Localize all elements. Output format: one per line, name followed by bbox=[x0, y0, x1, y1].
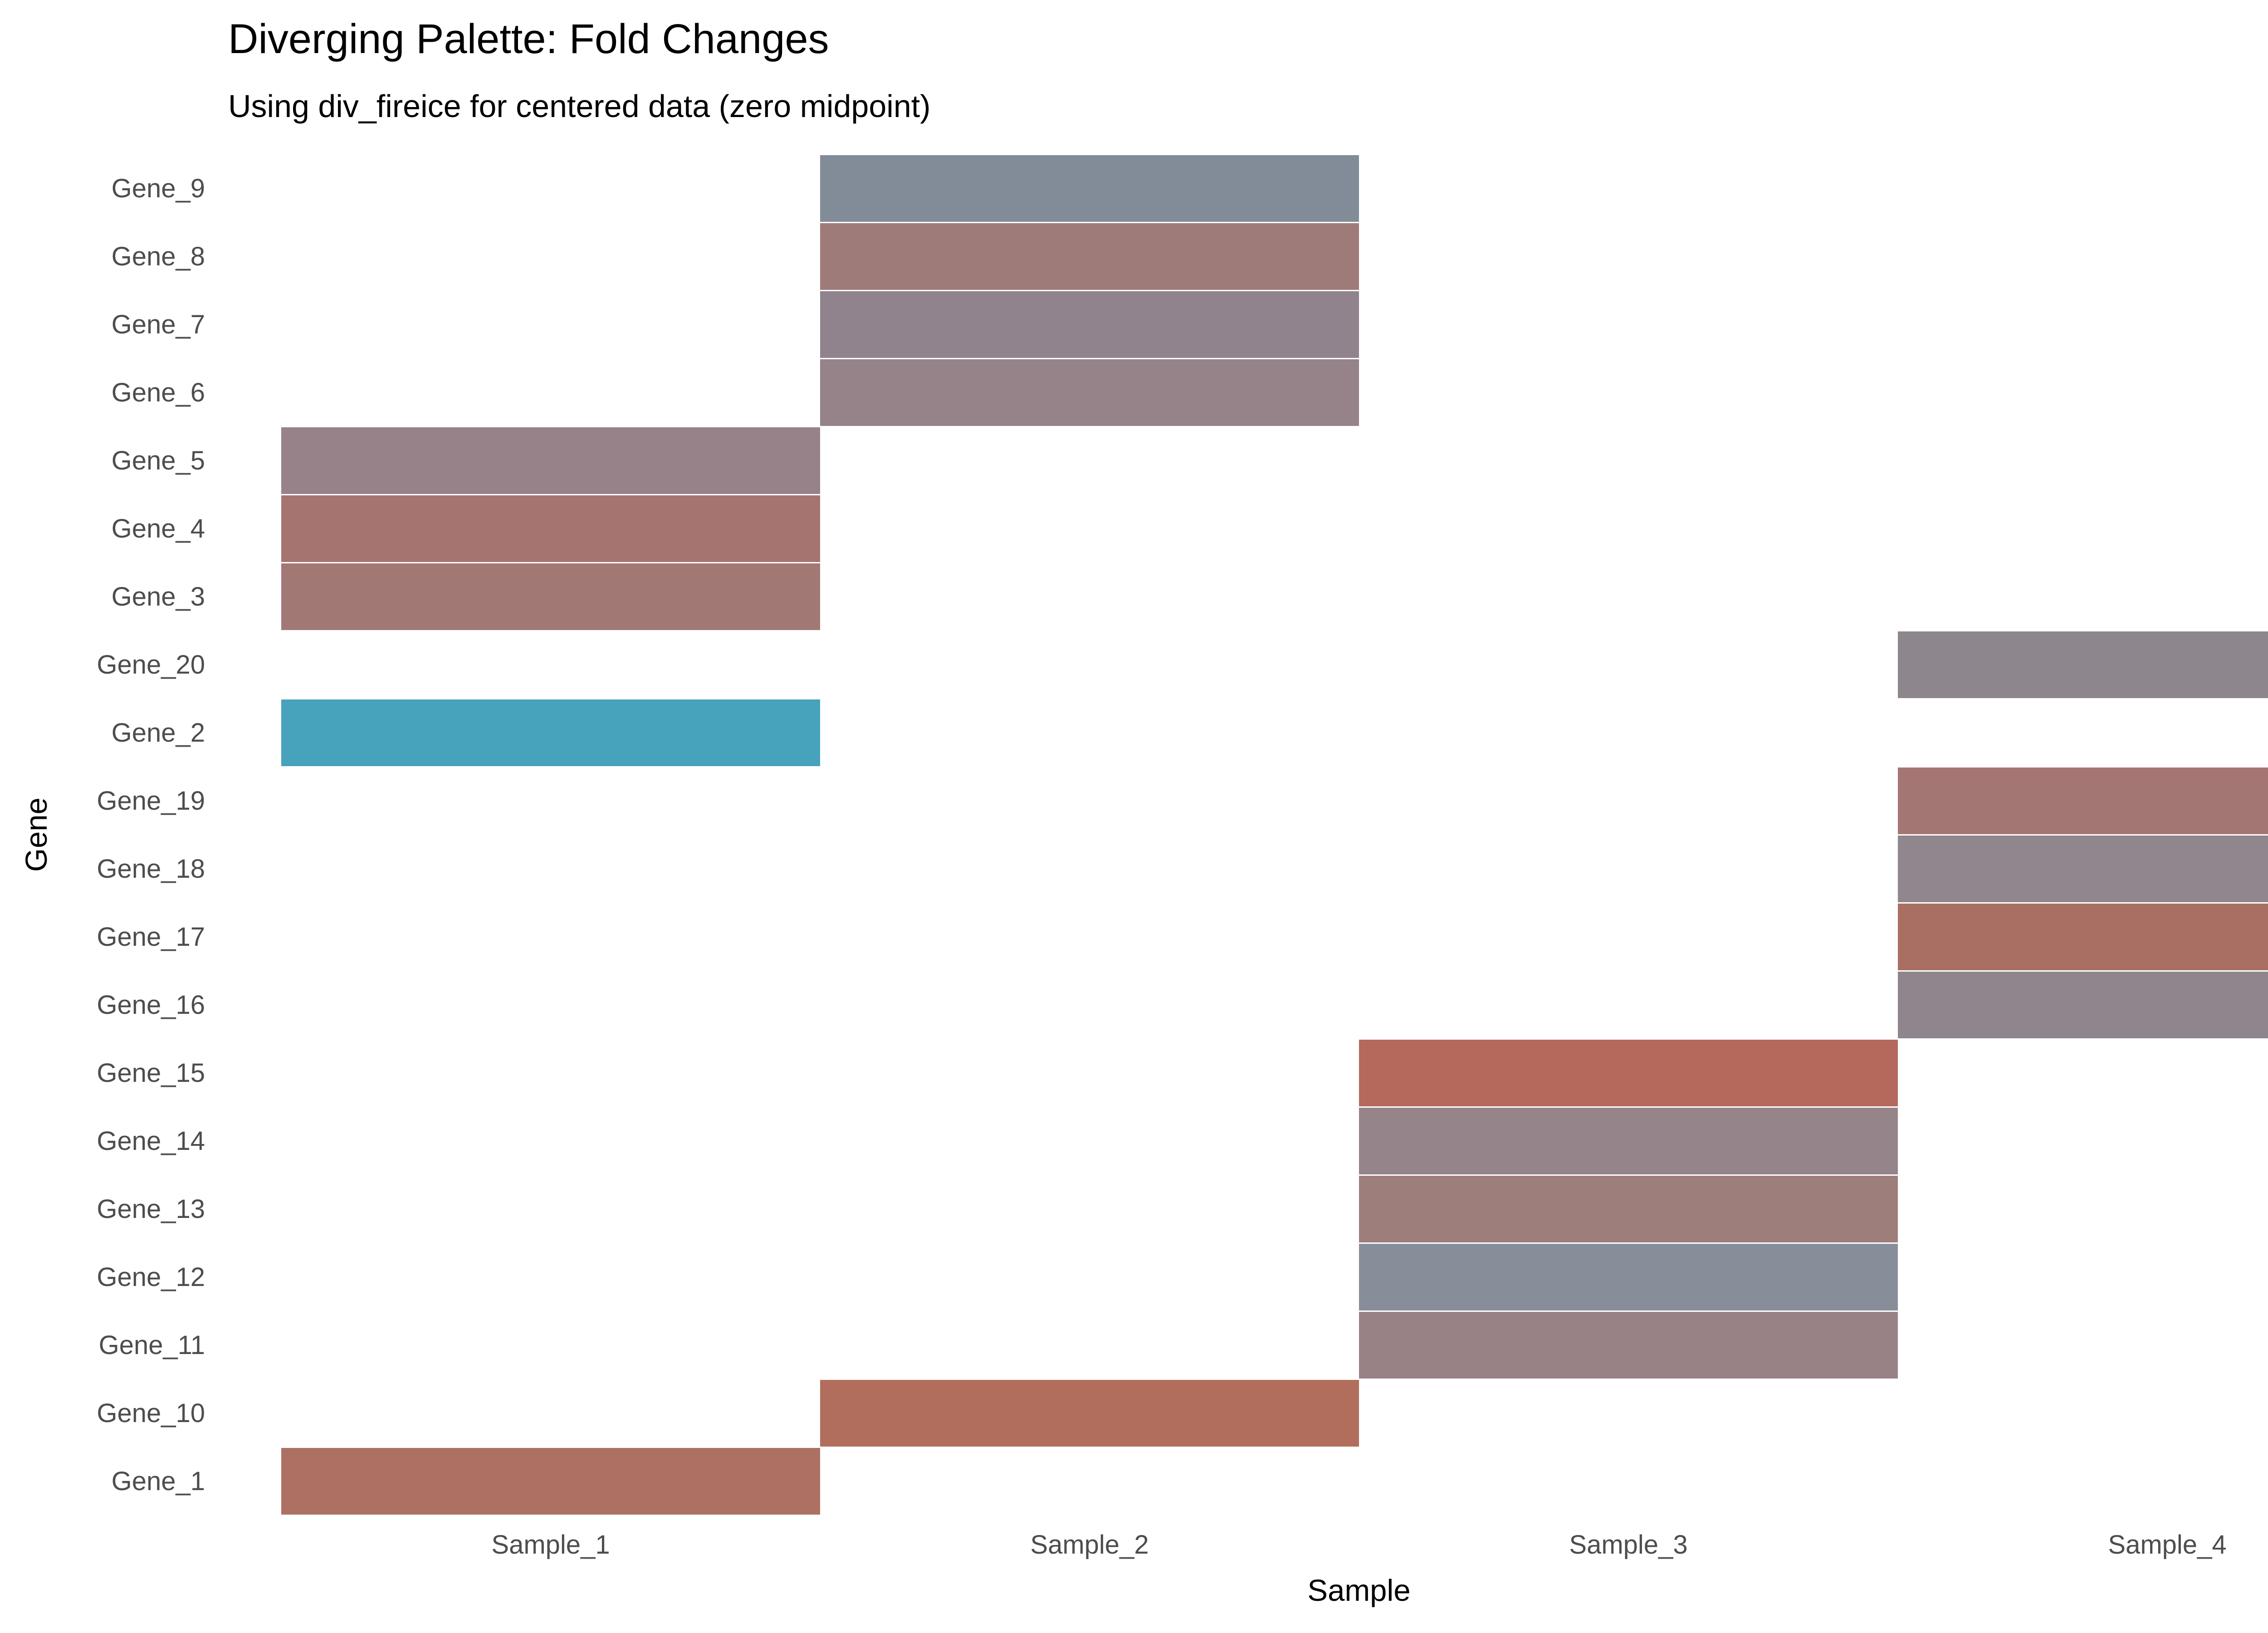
y-tick-label: Gene_9 bbox=[111, 173, 205, 203]
x-tick-label: Sample_4 bbox=[2108, 1530, 2227, 1560]
heatmap-tile bbox=[281, 1447, 820, 1515]
heatmap-tile bbox=[1359, 1175, 1898, 1242]
y-tick-label: Gene_1 bbox=[111, 1466, 205, 1496]
heatmap-tile bbox=[1898, 903, 2268, 970]
y-tick-label: Gene_19 bbox=[97, 786, 205, 816]
y-tick-label: Gene_14 bbox=[97, 1126, 205, 1156]
heatmap-tile bbox=[1898, 767, 2268, 834]
heatmap-tile bbox=[281, 699, 820, 766]
y-tick-label: Gene_2 bbox=[111, 718, 205, 748]
y-tick-label: Gene_7 bbox=[111, 309, 205, 339]
y-tick-label: Gene_17 bbox=[97, 922, 205, 952]
heatmap-tile bbox=[820, 291, 1359, 358]
heatmap-tile bbox=[1359, 1243, 1898, 1310]
y-tick-label: Gene_5 bbox=[111, 445, 205, 475]
y-axis-tick-labels: Gene_9 Gene_8 Gene_7 Gene_6 Gene_5 Gene_4 Gene… bbox=[0, 154, 205, 1515]
x-axis-tick-labels: Sample_1 Sample_2 Sample_3 Sample_4 bbox=[281, 1530, 2268, 1570]
y-tick-label: Gene_8 bbox=[111, 241, 205, 271]
plot-subtitle: Using div_fireice for centered data (zer… bbox=[228, 88, 931, 124]
y-tick-label: Gene_18 bbox=[97, 854, 205, 884]
y-tick-label: Gene_20 bbox=[97, 650, 205, 680]
heatmap-tile bbox=[281, 495, 820, 562]
x-axis-title: Sample bbox=[1307, 1574, 1411, 1608]
y-tick-label: Gene_11 bbox=[98, 1330, 205, 1360]
y-tick-label: Gene_6 bbox=[111, 377, 205, 407]
heatmap-tile bbox=[820, 223, 1359, 290]
y-tick-label: Gene_16 bbox=[97, 990, 205, 1020]
y-tick-label: Gene_4 bbox=[111, 513, 205, 543]
y-tick-label: Gene_15 bbox=[97, 1058, 205, 1088]
y-tick-label: Gene_13 bbox=[97, 1194, 205, 1224]
x-tick-label: Sample_2 bbox=[1030, 1530, 1149, 1560]
plot-panel bbox=[281, 154, 2268, 1515]
heatmap-tile bbox=[1898, 835, 2268, 902]
heatmap-tile bbox=[820, 155, 1359, 222]
x-tick-label: Sample_1 bbox=[491, 1530, 610, 1560]
heatmap-tile bbox=[1898, 971, 2268, 1038]
x-tick-label: Sample_3 bbox=[1569, 1530, 1688, 1560]
y-tick-label: Gene_3 bbox=[111, 582, 205, 611]
y-tick-label: Gene_12 bbox=[97, 1262, 205, 1292]
heatmap-tile bbox=[1359, 1311, 1898, 1379]
y-tick-label: Gene_10 bbox=[97, 1398, 205, 1428]
heatmap-tile bbox=[1359, 1107, 1898, 1174]
plot-title: Diverging Palette: Fold Changes bbox=[228, 16, 829, 62]
heatmap-tile bbox=[1359, 1039, 1898, 1106]
heatmap-tile bbox=[281, 563, 820, 630]
heatmap-tile bbox=[1898, 631, 2268, 698]
heatmap-tile bbox=[281, 427, 820, 494]
heatmap-tile bbox=[820, 1379, 1359, 1447]
heatmap-tile bbox=[820, 359, 1359, 426]
